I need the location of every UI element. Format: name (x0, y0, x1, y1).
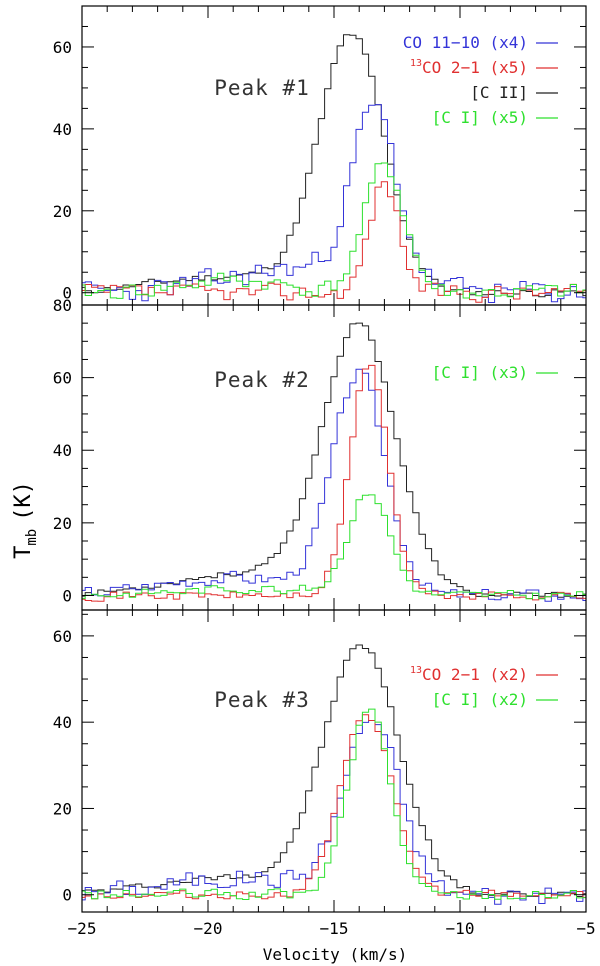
x-tick-label: −15 (320, 919, 349, 938)
y-tick-label: 20 (53, 202, 72, 221)
series-13co (82, 181, 586, 303)
x-tick-label: −25 (68, 919, 97, 938)
y-tick-label: 40 (53, 441, 72, 460)
x-tick-label: −5 (576, 919, 595, 938)
svg-text:Tmb(K): Tmb (K) (11, 481, 40, 559)
series-ci (82, 494, 586, 600)
series-ci (82, 708, 586, 900)
panel-frame (81, 304, 587, 611)
series-ci (82, 162, 586, 299)
y-tick-label: 0 (62, 284, 72, 303)
legend-superscript: 13 (410, 665, 422, 676)
y-axis-label-main: T (11, 546, 36, 559)
y-tick-label: 60 (53, 627, 72, 646)
x-tick-label: −20 (194, 919, 223, 938)
y-tick-label: 0 (62, 586, 72, 605)
panel-2: 0 20 40 60 80 Peak #2 [C I] (x3) (53, 296, 587, 611)
legend-superscript: 13 (410, 58, 422, 69)
y-tick-label: 60 (53, 38, 72, 57)
panel-frame (81, 609, 587, 913)
legend-label: [C I] (x3) (432, 363, 528, 382)
y-tick-label: 60 (53, 369, 72, 388)
series-group (82, 34, 586, 303)
panel-title: Peak #3 (214, 688, 310, 712)
series-group (82, 322, 586, 602)
legend-label: [C I] (x5) (432, 108, 528, 127)
series-13co (82, 714, 586, 900)
panel-1: 0 20 40 60 Peak #1 CO 11−10 (x4) 13CO 2−1 (x5)… (53, 5, 587, 306)
series-co (82, 368, 586, 602)
y-tick-label: 20 (53, 514, 72, 533)
legend-label: [C II] (470, 83, 528, 102)
series-13co (82, 364, 586, 602)
y-axis-label: Tmb (K) (11, 481, 40, 559)
legend-label: 13CO 2−1 (x5) (410, 58, 528, 77)
legend-label: 13CO 2−1 (x2) (410, 665, 528, 684)
series-co (82, 104, 586, 303)
y-tick-label: 40 (53, 713, 72, 732)
x-tick-label: −10 (446, 919, 475, 938)
x-axis-label: Velocity (km/s) (263, 945, 408, 964)
y-axis-label-subscript: mb (24, 529, 40, 546)
legend-label: CO 11−10 (x4) (403, 33, 528, 52)
legend-text: CO 2−1 (x2) (422, 665, 528, 684)
x-axis: −25 −20 −15 −10 −5 Velocity (km/s) (68, 919, 596, 964)
y-tick-label: 80 (53, 296, 72, 315)
series-group (82, 644, 586, 905)
y-tick-label: 20 (53, 799, 72, 818)
series-co (82, 720, 586, 905)
panel-title: Peak #2 (214, 368, 310, 392)
panel-3: 0 20 40 60 Peak #3 13CO 2−1 (x2) [C I] (x2) (53, 609, 587, 913)
y-axis-label-unit: (K) (11, 481, 36, 521)
legend-label: [C I] (x2) (432, 690, 528, 709)
y-tick-label: 40 (53, 120, 72, 139)
legend-text: CO 2−1 (x5) (422, 58, 528, 77)
y-tick-label: 0 (62, 886, 72, 905)
panel-title: Peak #1 (214, 76, 310, 100)
